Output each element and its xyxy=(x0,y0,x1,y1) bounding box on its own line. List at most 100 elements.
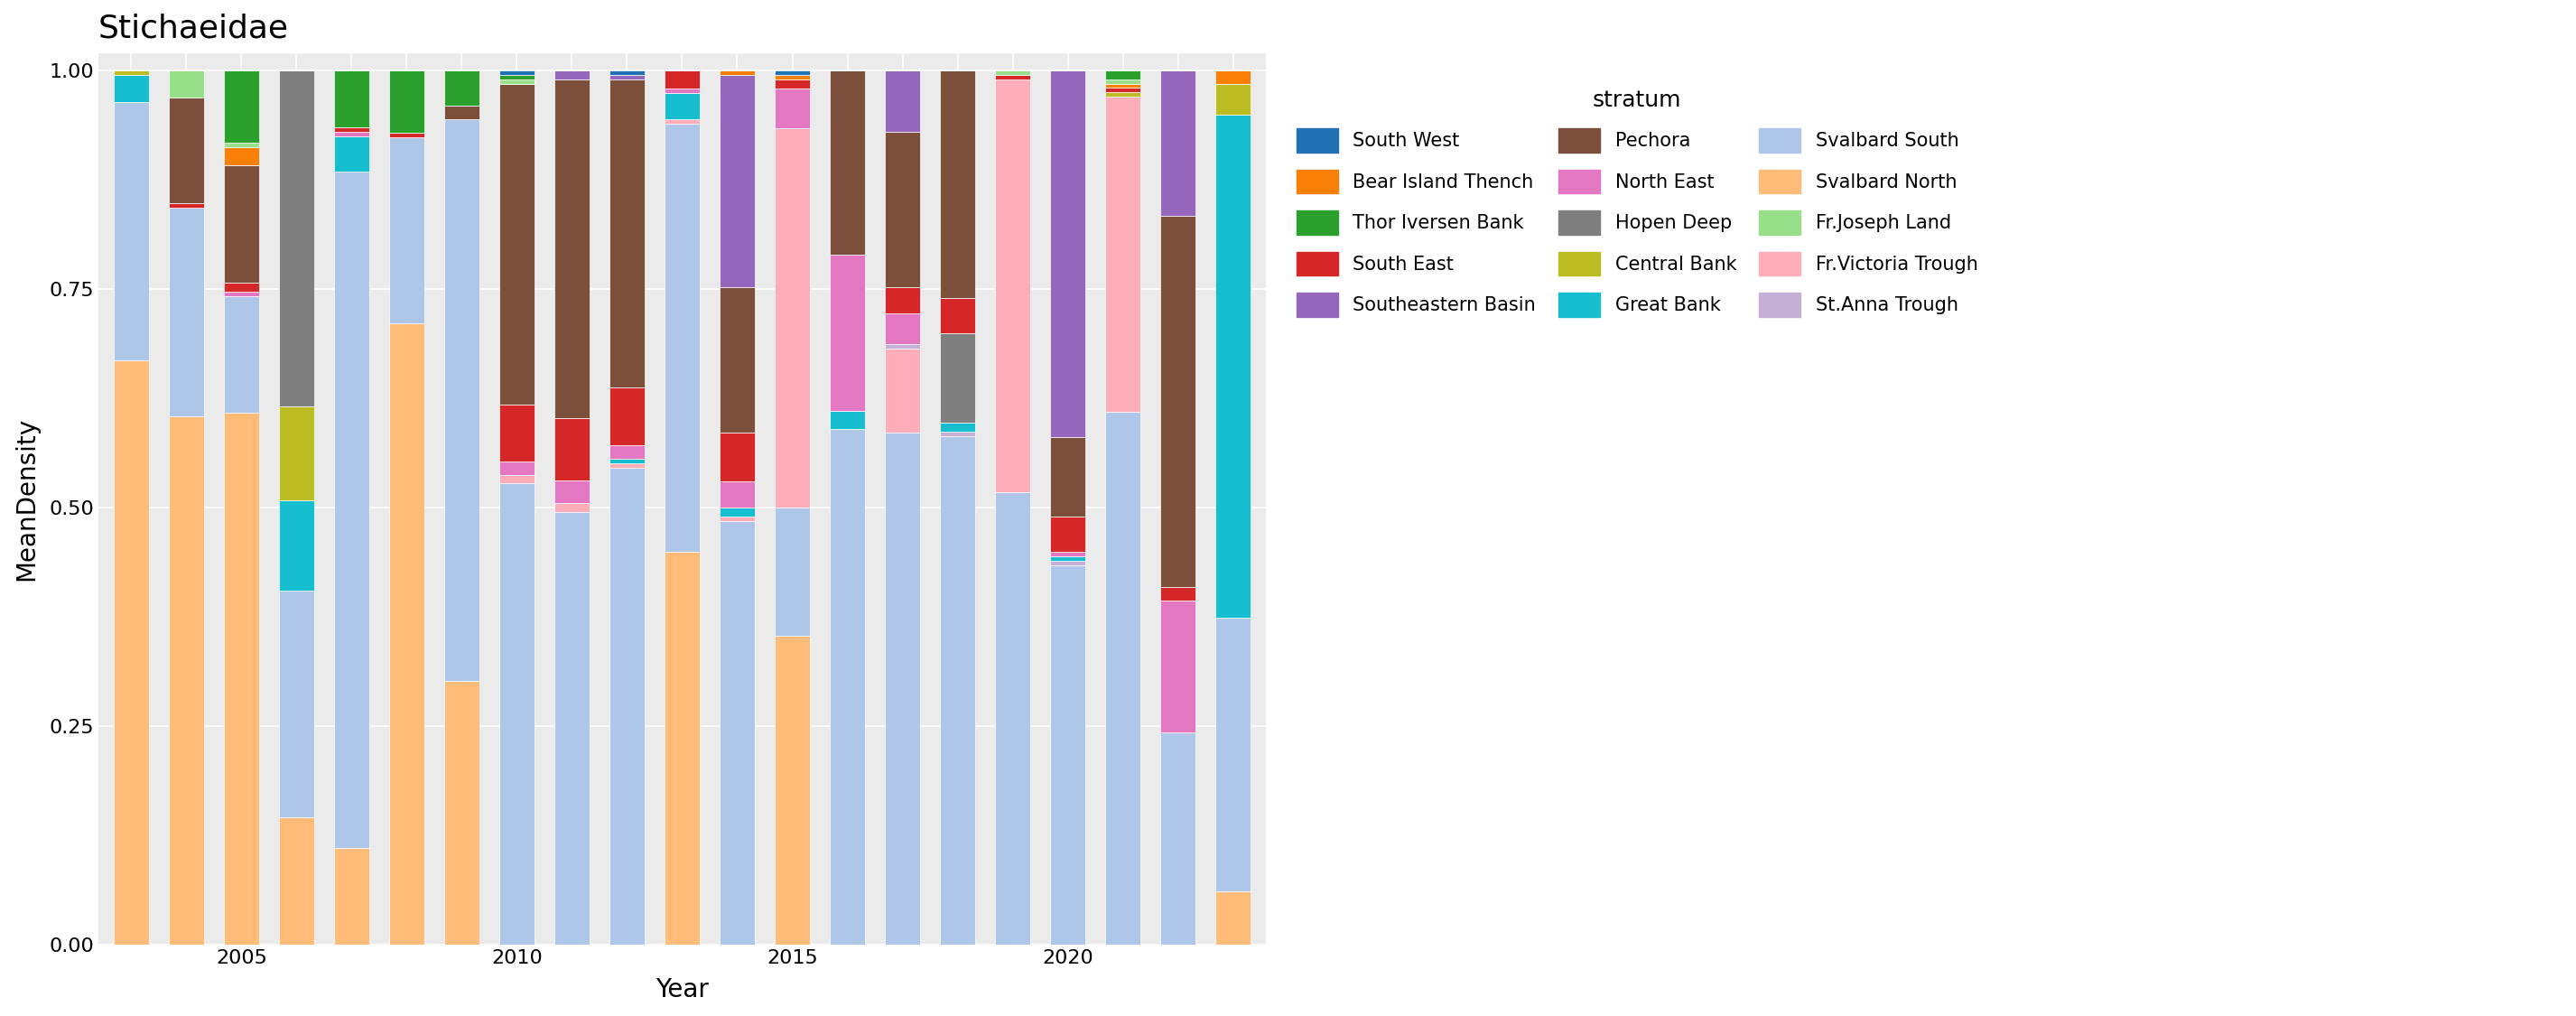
Bar xyxy=(940,333,976,423)
Bar xyxy=(1216,115,1252,618)
Bar xyxy=(719,433,755,482)
Bar xyxy=(389,137,425,323)
Bar xyxy=(884,287,920,313)
Bar xyxy=(994,492,1030,945)
Bar xyxy=(1105,411,1141,945)
Bar xyxy=(167,208,204,417)
Bar xyxy=(443,106,479,119)
Bar xyxy=(500,484,536,945)
Bar xyxy=(608,75,644,79)
Bar xyxy=(167,70,204,98)
Bar xyxy=(719,482,755,508)
Bar xyxy=(608,445,644,458)
Text: Stichaeidae: Stichaeidae xyxy=(98,13,289,45)
Y-axis label: MeanDensity: MeanDensity xyxy=(13,417,39,580)
Bar xyxy=(167,98,204,203)
Bar xyxy=(829,255,866,410)
Bar xyxy=(224,70,260,142)
Bar xyxy=(884,348,920,433)
Bar xyxy=(1105,88,1141,92)
Bar xyxy=(113,75,149,103)
Bar xyxy=(1051,561,1084,565)
Bar xyxy=(278,817,314,945)
Bar xyxy=(113,103,149,361)
Bar xyxy=(554,419,590,481)
Bar xyxy=(719,508,755,516)
Bar xyxy=(500,83,536,404)
Bar xyxy=(1051,552,1084,556)
Bar xyxy=(940,436,976,945)
Bar xyxy=(335,136,368,172)
Bar xyxy=(1105,79,1141,83)
Bar xyxy=(940,423,976,432)
Bar xyxy=(994,79,1030,492)
Bar xyxy=(335,70,368,128)
Bar xyxy=(608,79,644,387)
Bar xyxy=(224,165,260,282)
Bar xyxy=(608,463,644,467)
Bar xyxy=(940,432,976,436)
Bar xyxy=(500,79,536,83)
Bar xyxy=(1159,216,1195,587)
Bar xyxy=(443,119,479,681)
Bar xyxy=(884,132,920,287)
Bar xyxy=(1216,70,1252,83)
Bar xyxy=(884,313,920,344)
Bar xyxy=(719,521,755,945)
Bar xyxy=(443,70,479,106)
Bar xyxy=(608,387,644,445)
Bar xyxy=(224,296,260,412)
Bar xyxy=(884,433,920,945)
Bar xyxy=(608,458,644,463)
Bar xyxy=(719,287,755,433)
Bar xyxy=(719,75,755,287)
Bar xyxy=(775,128,811,508)
Bar xyxy=(1216,892,1252,945)
Bar xyxy=(1105,83,1141,88)
Bar xyxy=(1105,92,1141,97)
Bar xyxy=(940,298,976,333)
Bar xyxy=(719,70,755,75)
Bar xyxy=(389,323,425,945)
Bar xyxy=(554,70,590,79)
Bar xyxy=(1051,556,1084,561)
Bar xyxy=(554,512,590,945)
Bar xyxy=(994,70,1030,75)
X-axis label: Year: Year xyxy=(654,977,708,1003)
Bar xyxy=(608,467,644,945)
Bar xyxy=(500,474,536,484)
Bar xyxy=(665,120,701,124)
Bar xyxy=(1105,70,1141,79)
Bar xyxy=(335,132,368,136)
Bar xyxy=(775,70,811,75)
Bar xyxy=(167,203,204,208)
Bar xyxy=(1159,733,1195,945)
Bar xyxy=(884,70,920,132)
Bar xyxy=(335,128,368,132)
Bar xyxy=(829,430,866,945)
Bar xyxy=(224,292,260,296)
Bar xyxy=(500,70,536,75)
Bar xyxy=(278,406,314,501)
Bar xyxy=(389,70,425,133)
Bar xyxy=(1159,70,1195,216)
Legend: South West, Bear Island Thench, Thor Iversen Bank, South East, Southeastern Basi: South West, Bear Island Thench, Thor Ive… xyxy=(1288,80,1989,326)
Bar xyxy=(224,412,260,945)
Bar xyxy=(775,508,811,636)
Bar xyxy=(167,417,204,945)
Bar xyxy=(665,88,701,92)
Bar xyxy=(389,133,425,137)
Bar xyxy=(940,70,976,298)
Bar xyxy=(884,344,920,348)
Bar xyxy=(1105,97,1141,411)
Bar xyxy=(443,681,479,945)
Bar xyxy=(500,404,536,461)
Bar xyxy=(665,552,701,945)
Bar xyxy=(1159,600,1195,733)
Bar xyxy=(1051,516,1084,552)
Bar xyxy=(1051,437,1084,516)
Bar xyxy=(1216,83,1252,115)
Bar xyxy=(775,636,811,945)
Bar xyxy=(665,92,701,120)
Bar xyxy=(500,461,536,474)
